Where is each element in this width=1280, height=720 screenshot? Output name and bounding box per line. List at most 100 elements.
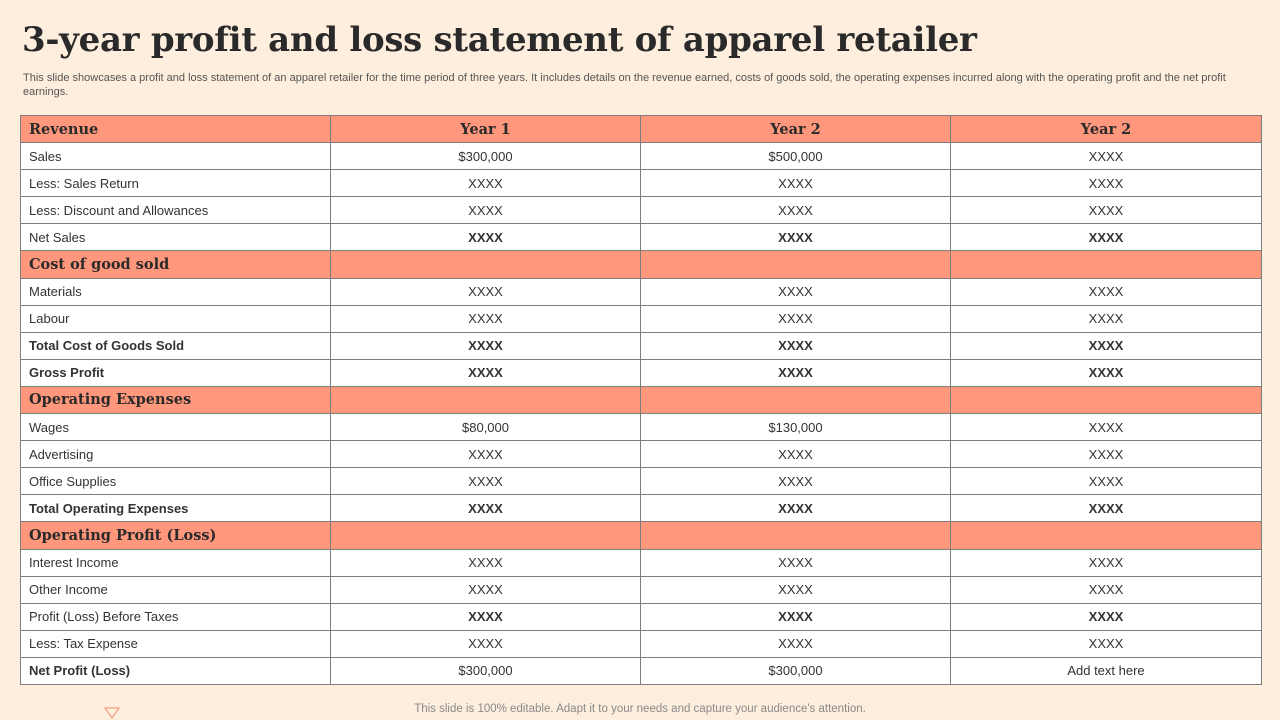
table-row: Other Income XXXX XXXX XXXX — [20, 575, 1262, 604]
row-value-year-2 — [640, 521, 951, 550]
header-label: Revenue — [20, 114, 331, 144]
row-value-year-2: XXXX — [640, 331, 951, 360]
row-value-year-1 — [330, 521, 641, 550]
row-value-year-1: XXXX — [330, 629, 641, 658]
row-value-year-2: XXXX — [640, 467, 951, 496]
section-label: Operating Expenses — [20, 385, 331, 415]
row-value-year-1: XXXX — [330, 223, 641, 252]
row-value-year-1: XXXX — [330, 548, 641, 577]
table-row: Materials XXXX XXXX XXXX — [20, 277, 1262, 306]
row-value-year-2: $300,000 — [640, 656, 951, 685]
row-value-year-3: XXXX — [950, 304, 1262, 333]
table-header-row: Revenue Year 1 Year 2 Year 2 — [20, 114, 1262, 144]
row-value-year-3 — [950, 521, 1262, 550]
profit-loss-table: Revenue Year 1 Year 2 Year 2 Sales $300,0… — [20, 114, 1262, 685]
row-value-year-3: XXXX — [950, 196, 1262, 225]
row-value-year-3: XXXX — [950, 440, 1262, 469]
row-value-year-3: XXXX — [950, 413, 1262, 442]
row-label: Interest Income — [20, 548, 331, 577]
row-value-year-1: XXXX — [330, 277, 641, 306]
table-row: Labour XXXX XXXX XXXX — [20, 304, 1262, 333]
row-value-year-3: XXXX — [950, 548, 1262, 577]
row-value-year-1 — [330, 385, 641, 415]
row-value-year-3: Add text here — [950, 656, 1262, 685]
row-value-year-3: XXXX — [950, 169, 1262, 198]
row-value-year-2: XXXX — [640, 223, 951, 252]
row-label: Sales — [20, 142, 331, 171]
row-value-year-2: XXXX — [640, 277, 951, 306]
table-row: Less: Tax Expense XXXX XXXX XXXX — [20, 629, 1262, 658]
row-value-year-3: XXXX — [950, 575, 1262, 604]
row-value-year-3: XXXX — [950, 602, 1262, 631]
row-value-year-1: XXXX — [330, 169, 641, 198]
row-value-year-2: XXXX — [640, 575, 951, 604]
table-row: Sales $300,000 $500,000 XXXX — [20, 142, 1262, 171]
section-label: Cost of good sold — [20, 250, 331, 279]
row-value-year-2: XXXX — [640, 304, 951, 333]
table-row: Interest Income XXXX XXXX XXXX — [20, 548, 1262, 577]
row-label: Less: Sales Return — [20, 169, 331, 198]
row-label: Materials — [20, 277, 331, 306]
table-row: Less: Sales Return XXXX XXXX XXXX — [20, 169, 1262, 198]
row-value-year-1: XXXX — [330, 358, 641, 387]
table-row: Office Supplies XXXX XXXX XXXX — [20, 467, 1262, 496]
row-value-year-1: XXXX — [330, 467, 641, 496]
row-value-year-2: XXXX — [640, 358, 951, 387]
row-label: Office Supplies — [20, 467, 331, 496]
row-value-year-3: XXXX — [950, 467, 1262, 496]
row-value-year-2: XXXX — [640, 602, 951, 631]
row-label: Gross Profit — [20, 358, 331, 387]
row-value-year-1: $300,000 — [330, 656, 641, 685]
row-value-year-2: XXXX — [640, 440, 951, 469]
row-value-year-1: XXXX — [330, 602, 641, 631]
table-row: Profit (Loss) Before Taxes XXXX XXXX XXXX — [20, 602, 1262, 631]
row-value-year-3: XXXX — [950, 494, 1262, 523]
table-row: Gross Profit XXXX XXXX XXXX — [20, 358, 1262, 387]
row-value-year-3: XXXX — [950, 358, 1262, 387]
row-value-year-1 — [330, 250, 641, 279]
row-label: Labour — [20, 304, 331, 333]
row-value-year-1: XXXX — [330, 494, 641, 523]
row-value-year-1: XXXX — [330, 575, 641, 604]
row-value-year-2: XXXX — [640, 169, 951, 198]
row-value-year-2: XXXX — [640, 548, 951, 577]
row-value-year-2: XXXX — [640, 196, 951, 225]
section-row: Cost of good sold — [20, 250, 1262, 279]
row-label: Wages — [20, 413, 331, 442]
table-row: Total Cost of Goods Sold XXXX XXXX XXXX — [20, 331, 1262, 360]
section-label: Operating Profit (Loss) — [20, 521, 331, 550]
table-row: Advertising XXXX XXXX XXXX — [20, 440, 1262, 469]
footer-note: This slide is 100% editable. Adapt it to… — [414, 703, 866, 715]
row-value-year-3: XXXX — [950, 331, 1262, 360]
row-label: Less: Tax Expense — [20, 629, 331, 658]
row-value-year-3 — [950, 385, 1262, 415]
header-year-3: Year 2 — [950, 114, 1262, 144]
table-row: Net Sales XXXX XXXX XXXX — [20, 223, 1262, 252]
table-row: Total Operating Expenses XXXX XXXX XXXX — [20, 494, 1262, 523]
slide-title: 3-year profit and loss statement of appa… — [22, 20, 977, 60]
row-value-year-1: $80,000 — [330, 413, 641, 442]
row-value-year-2: XXXX — [640, 494, 951, 523]
row-label: Advertising — [20, 440, 331, 469]
table-row: Net Profit (Loss) $300,000 $300,000 Add tex… — [20, 656, 1262, 685]
row-label: Net Sales — [20, 223, 331, 252]
table-body: Sales $300,000 $500,000 XXXX Less: Sales Ret… — [20, 142, 1262, 685]
row-value-year-2 — [640, 385, 951, 415]
row-label: Total Cost of Goods Sold — [20, 331, 331, 360]
row-value-year-1: XXXX — [330, 304, 641, 333]
row-label: Net Profit (Loss) — [20, 656, 331, 685]
triangle-down-icon — [104, 707, 120, 719]
slide-description: This slide showcases a profit and loss s… — [23, 72, 1226, 98]
row-value-year-1: XXXX — [330, 440, 641, 469]
header-year-2: Year 2 — [640, 114, 951, 144]
row-value-year-1: $300,000 — [330, 142, 641, 171]
table-row: Less: Discount and Allowances XXXX XXXX XXX… — [20, 196, 1262, 225]
row-label: Total Operating Expenses — [20, 494, 331, 523]
header-year-1: Year 1 — [330, 114, 641, 144]
section-row: Operating Expenses — [20, 385, 1262, 415]
row-value-year-3: XXXX — [950, 629, 1262, 658]
row-value-year-3: XXXX — [950, 223, 1262, 252]
row-value-year-2: $500,000 — [640, 142, 951, 171]
row-value-year-1: XXXX — [330, 196, 641, 225]
row-value-year-3 — [950, 250, 1262, 279]
